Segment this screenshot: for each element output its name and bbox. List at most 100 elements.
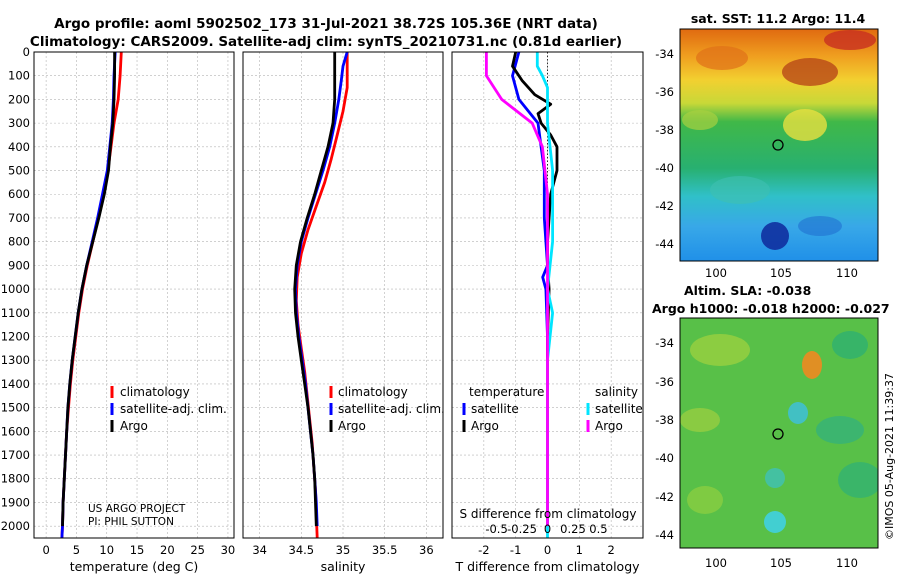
project-label: US ARGO PROJECT bbox=[88, 503, 186, 515]
sst-cold-patch bbox=[761, 222, 789, 250]
sst-ytick: -36 bbox=[655, 85, 674, 99]
y-tick-label: 500 bbox=[8, 164, 30, 178]
x-tick-label: 15 bbox=[130, 543, 145, 557]
y-tick-label: 1500 bbox=[1, 401, 30, 415]
y-tick-label: 700 bbox=[8, 211, 30, 225]
x-axis-label: T difference from climatology bbox=[454, 559, 640, 574]
sst-patch bbox=[710, 176, 770, 204]
pi-label: PI: PHIL SUTTON bbox=[88, 516, 174, 528]
x-tick-label: 20 bbox=[160, 543, 175, 557]
y-tick-label: 800 bbox=[8, 235, 30, 249]
sla-ytick: -44 bbox=[655, 528, 674, 542]
sla-low-patch bbox=[832, 331, 868, 359]
sla-ytick: -40 bbox=[655, 451, 674, 465]
sst-ytick: -42 bbox=[655, 199, 674, 213]
s-tick-label: 0.25 bbox=[560, 522, 586, 536]
x-tick-label: -2 bbox=[478, 543, 489, 557]
legend-label-climatology: climatology bbox=[338, 385, 408, 399]
y-tick-label: 1800 bbox=[1, 472, 30, 486]
s-difference-axis-label: S difference from climatology bbox=[460, 507, 637, 521]
sla-low-patch bbox=[788, 402, 808, 424]
x-tick-label: 34.5 bbox=[289, 543, 315, 557]
x-tick-label: 35.5 bbox=[372, 543, 398, 557]
sst-ytick: -38 bbox=[655, 123, 674, 137]
legend-label-climatology: climatology bbox=[120, 385, 190, 399]
y-tick-label: 1600 bbox=[1, 424, 30, 438]
legend-label-sal-argo: Argo bbox=[595, 419, 623, 433]
sla-xtick: 110 bbox=[836, 556, 858, 570]
sla-high-patch bbox=[690, 334, 750, 366]
sst-xtick: 100 bbox=[705, 266, 727, 280]
imos-watermark: ©IMOS 05-Aug-2021 11:39:37 bbox=[883, 373, 896, 540]
sla-map bbox=[680, 318, 882, 548]
sla-map-title-line1: Altim. SLA: -0.038 bbox=[684, 283, 811, 298]
legend-heading-salinity: salinity bbox=[595, 385, 638, 399]
sst-patch bbox=[682, 110, 718, 130]
s-tick-label: -0.5 bbox=[485, 522, 507, 536]
legend-label-sal-satellite: satellite bbox=[595, 402, 643, 416]
sla-high-patch bbox=[680, 408, 720, 432]
sst-ytick: -34 bbox=[655, 47, 674, 61]
sla-low-patch bbox=[764, 511, 786, 533]
s-difference-ticks: -0.5 -0.25 0 0.25 0.5 bbox=[485, 522, 607, 536]
difference-panel: -2 -1 0 1 2 T difference from climatology bbox=[452, 52, 643, 574]
y-tick-label: 600 bbox=[8, 187, 30, 201]
sst-xtick: 110 bbox=[836, 266, 858, 280]
sst-map-title: sat. SST: 11.2 Argo: 11.4 bbox=[691, 11, 866, 26]
sla-ytick: -38 bbox=[655, 413, 674, 427]
sst-xtick: 105 bbox=[770, 266, 792, 280]
x-tick-label: 5 bbox=[73, 543, 80, 557]
s-tick-label: -0.25 bbox=[507, 522, 537, 536]
salinity-panel: 34 34.5 35 35.5 36 salinity bbox=[243, 52, 443, 574]
x-tick-label: 0 bbox=[42, 543, 49, 557]
y-tick-label: 100 bbox=[8, 69, 30, 83]
y-tick-label: 900 bbox=[8, 258, 30, 272]
y-tick-label: 1700 bbox=[1, 448, 30, 462]
y-tick-label: 0 bbox=[23, 45, 30, 59]
sst-warm-patch bbox=[696, 46, 748, 70]
sla-map-title-line2: Argo h1000: -0.018 h2000: -0.027 bbox=[652, 301, 890, 316]
x-axis-label: salinity bbox=[321, 559, 366, 574]
sla-low-patch bbox=[765, 468, 785, 488]
sla-xtick: 100 bbox=[705, 556, 727, 570]
sst-ytick: -40 bbox=[655, 161, 674, 175]
sst-map bbox=[680, 29, 878, 261]
x-tick-label: 0 bbox=[544, 543, 551, 557]
sla-ytick: -36 bbox=[655, 375, 674, 389]
legend-label-temp-argo: Argo bbox=[471, 419, 499, 433]
x-tick-label: 35 bbox=[336, 543, 351, 557]
figure-title-line1: Argo profile: aoml 5902502_173 31-Jul-20… bbox=[54, 16, 598, 32]
sst-warm-patch bbox=[824, 30, 876, 50]
legend-label-argo: Argo bbox=[338, 419, 366, 433]
sla-low-patch bbox=[838, 462, 882, 498]
temperature-panel: 0100200300400500600700800900100011001200… bbox=[1, 45, 236, 574]
legend-label-argo: Argo bbox=[120, 419, 148, 433]
sla-high-patch bbox=[687, 486, 723, 514]
y-tick-label: 1900 bbox=[1, 495, 30, 509]
x-tick-label: 2 bbox=[608, 543, 615, 557]
sst-cold-patch bbox=[798, 216, 842, 236]
y-tick-label: 200 bbox=[8, 92, 30, 106]
x-axis-label: temperature (deg C) bbox=[70, 559, 199, 574]
y-tick-label: 300 bbox=[8, 116, 30, 130]
sla-ytick: -34 bbox=[655, 336, 674, 350]
sla-low-patch bbox=[816, 416, 864, 444]
x-tick-label: -1 bbox=[510, 543, 521, 557]
sla-high-patch bbox=[802, 351, 822, 379]
sla-xtick: 105 bbox=[770, 556, 792, 570]
y-tick-label: 2000 bbox=[1, 519, 30, 533]
argo-profile-figure: Argo profile: aoml 5902502_173 31-Jul-20… bbox=[0, 0, 900, 580]
s-tick-label: 0.5 bbox=[589, 522, 607, 536]
sst-warm-patch bbox=[783, 109, 827, 141]
figure-title-line2: Climatology: CARS2009. Satellite-adj cli… bbox=[30, 34, 622, 50]
y-tick-label: 1000 bbox=[1, 282, 30, 296]
x-tick-label: 1 bbox=[576, 543, 583, 557]
legend-label-satellite-adj: satellite-adj. clim. bbox=[120, 402, 227, 416]
legend-heading-temperature: temperature bbox=[469, 385, 544, 399]
sla-ytick: -42 bbox=[655, 490, 674, 504]
x-tick-label: 34 bbox=[252, 543, 267, 557]
x-tick-label: 30 bbox=[221, 543, 236, 557]
y-tick-label: 1200 bbox=[1, 329, 30, 343]
sst-ytick: -44 bbox=[655, 237, 674, 251]
x-tick-label: 10 bbox=[99, 543, 114, 557]
